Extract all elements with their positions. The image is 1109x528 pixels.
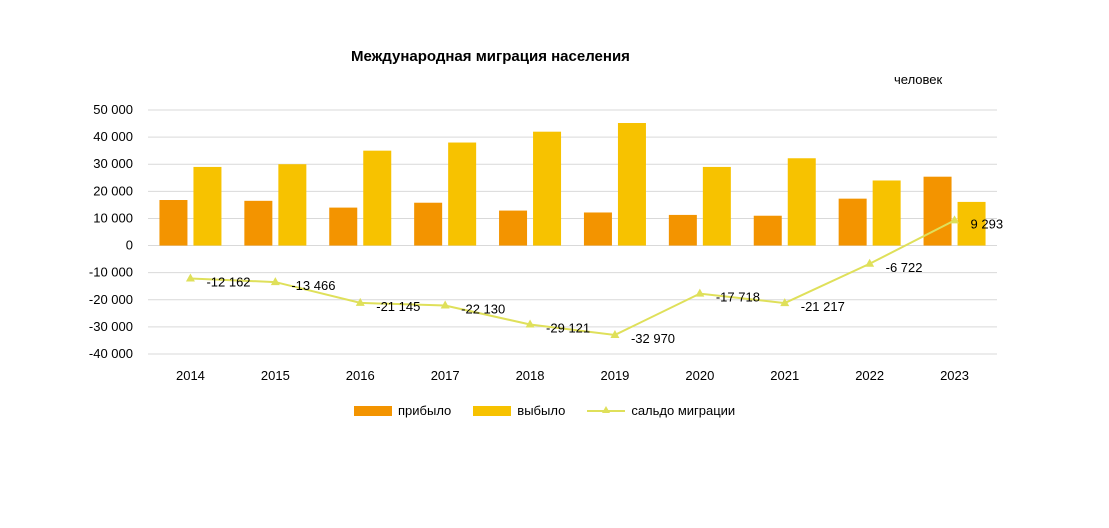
label-layer: -12 162 -13 466 -21 145 -22 130 -29 121 -32 9… <box>206 216 1003 346</box>
balance-marker <box>950 215 960 224</box>
unit-label: человек <box>894 72 943 87</box>
x-tick-label: 2021 <box>770 368 799 383</box>
x-tick-label: 2018 <box>516 368 545 383</box>
y-tick-label: -10 000 <box>89 265 133 280</box>
bar-departed <box>448 142 477 246</box>
balance-data-label: -32 970 <box>631 331 675 346</box>
x-tick-label: 2016 <box>346 368 375 383</box>
bar-arrived <box>923 176 952 246</box>
balance-line <box>190 219 956 336</box>
legend-label-departed: выбыло <box>517 403 566 418</box>
bar-arrived <box>838 198 867 246</box>
balance-marker <box>185 273 195 282</box>
bar-departed <box>787 158 816 246</box>
x-tick-label: 2020 <box>685 368 714 383</box>
balance-data-label: -6 722 <box>886 260 923 275</box>
bar-departed <box>617 123 646 246</box>
balance-marker <box>355 297 365 306</box>
balance-marker <box>610 329 620 338</box>
legend-swatch-balance <box>587 405 626 416</box>
y-tick-label: 30 000 <box>93 156 133 171</box>
balance-marker <box>780 298 790 307</box>
y-tick-label: 50 000 <box>93 102 133 117</box>
balance-data-label: -17 718 <box>716 290 760 305</box>
balance-data-label: -13 466 <box>291 278 335 293</box>
bar-arrived <box>414 202 443 246</box>
chart-title: Международная миграция населения <box>351 48 630 65</box>
bar-arrived <box>583 212 612 246</box>
x-tick-label: 2015 <box>261 368 290 383</box>
bar-departed <box>533 131 562 246</box>
legend-swatch-departed <box>473 405 512 416</box>
balance-marker <box>525 319 535 328</box>
bar-departed <box>278 164 307 246</box>
legend-item-balance: сальдо миграции <box>587 403 735 418</box>
legend: прибыло выбыло сальдо миграции <box>354 403 757 418</box>
balance-data-label: -21 217 <box>801 299 845 314</box>
y-tick-label: 10 000 <box>93 210 133 225</box>
legend-label-balance: сальдо миграции <box>631 403 736 418</box>
y-tick-label: -30 000 <box>89 319 133 334</box>
bar-departed <box>957 201 986 246</box>
legend-swatch-arrived <box>354 405 392 416</box>
x-tick-label: 2017 <box>431 368 460 383</box>
legend-label-arrived: прибыло <box>398 403 452 418</box>
bar-arrived <box>159 200 188 246</box>
y-tick-label: 0 <box>126 238 133 253</box>
bar-departed <box>872 180 901 246</box>
balance-marker <box>440 300 450 309</box>
legend-item-departed: выбыло <box>473 403 565 418</box>
balance-data-label: 9 293 <box>971 216 1004 231</box>
bar-arrived <box>329 207 358 246</box>
bar-departed <box>193 166 222 246</box>
balance-data-label: -12 162 <box>206 275 250 290</box>
bar-arrived <box>244 200 273 246</box>
bars-layer <box>159 123 986 246</box>
x-tick-label: 2023 <box>940 368 969 383</box>
bar-arrived <box>499 210 528 246</box>
x-tick-label: 2014 <box>176 368 205 383</box>
bar-departed <box>702 166 731 246</box>
bar-arrived <box>668 214 697 246</box>
y-tick-label: 20 000 <box>93 183 133 198</box>
legend-item-arrived: прибыло <box>354 403 451 418</box>
y-tick-label: -40 000 <box>89 346 133 361</box>
balance-data-label: -29 121 <box>546 321 590 336</box>
line-layer <box>185 215 960 338</box>
y-tick-label: 40 000 <box>93 129 133 144</box>
x-tick-label: 2022 <box>855 368 884 383</box>
bar-departed <box>363 150 392 246</box>
balance-data-label: -22 130 <box>461 302 505 317</box>
bar-arrived <box>753 215 782 246</box>
y-tick-label: -20 000 <box>89 292 133 307</box>
balance-marker <box>865 258 875 267</box>
x-tick-label: 2019 <box>600 368 629 383</box>
balance-marker <box>270 277 280 286</box>
balance-marker <box>695 288 705 297</box>
balance-data-label: -21 145 <box>376 299 420 314</box>
